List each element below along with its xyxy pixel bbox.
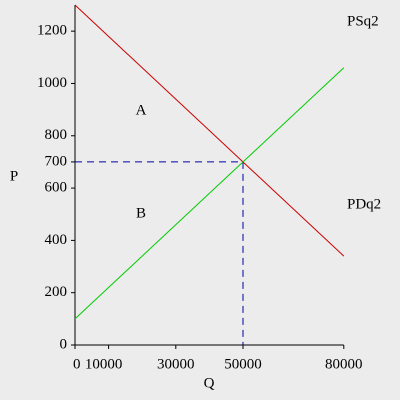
- y-axis-label: P: [10, 168, 18, 184]
- series-line: [74, 67, 345, 320]
- y-tick-label: 0: [60, 336, 68, 352]
- series-label: PDq2: [347, 196, 381, 212]
- y-tick-label: 200: [45, 284, 68, 300]
- series-label: PSq2: [347, 13, 379, 29]
- y-tick-label: 600: [45, 180, 68, 196]
- x-tick-label: 50000: [224, 356, 262, 372]
- y-tick-label: 700: [45, 153, 68, 169]
- region-label: B: [136, 205, 146, 221]
- region-label: A: [136, 102, 147, 118]
- y-tick-label: 800: [45, 127, 68, 143]
- x-tick-label: 30000: [157, 356, 195, 372]
- series-line: [74, 4, 345, 257]
- y-tick-label: 400: [45, 232, 68, 248]
- x-tick-label: 80000: [325, 356, 363, 372]
- y-tick-label: 1000: [37, 75, 67, 91]
- x-tick-label: 10000: [85, 356, 123, 372]
- y-tick-label: 1200: [37, 23, 67, 39]
- x-axis-label: Q: [204, 375, 215, 391]
- x-tick-label: 0: [73, 356, 81, 372]
